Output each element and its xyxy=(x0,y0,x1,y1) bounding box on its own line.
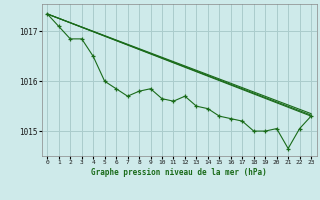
X-axis label: Graphe pression niveau de la mer (hPa): Graphe pression niveau de la mer (hPa) xyxy=(91,168,267,177)
